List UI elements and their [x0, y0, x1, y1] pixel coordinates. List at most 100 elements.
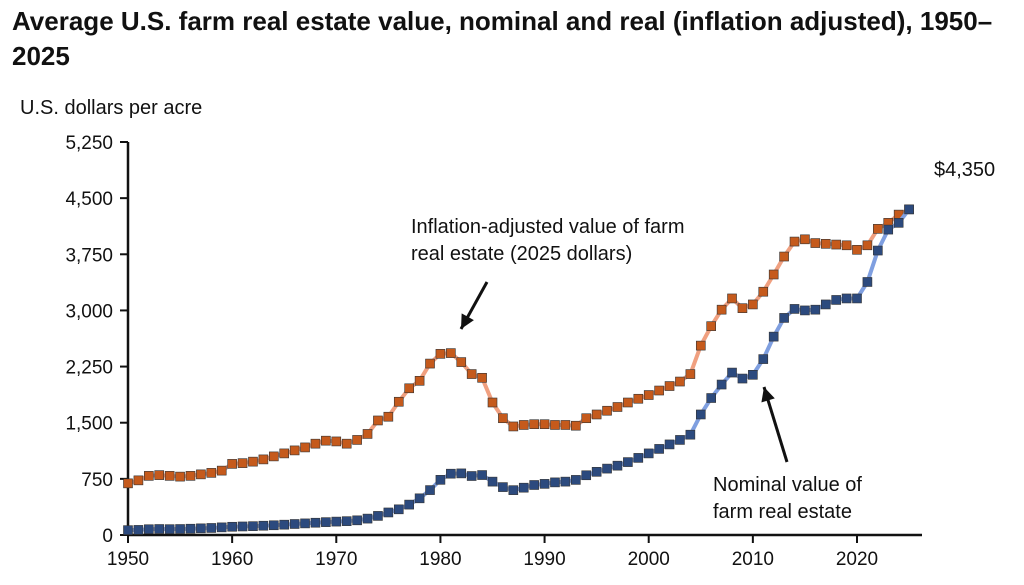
real-data-point — [852, 244, 862, 255]
real-data-point — [539, 419, 550, 430]
nominal-data-point — [123, 525, 133, 535]
nominal-data-point — [300, 518, 310, 529]
real-data-point — [789, 236, 800, 247]
nominal-data-point — [664, 439, 675, 450]
x-tick-label: 1980 — [419, 549, 461, 570]
real-data-point — [248, 456, 258, 467]
real-data-point — [841, 240, 852, 251]
x-tick-label: 1960 — [211, 549, 253, 570]
real-data-point — [706, 321, 717, 331]
real-annotation-line1: Inflation-adjusted value of farm — [411, 216, 685, 238]
real-data-point — [716, 304, 727, 315]
real-data-point — [289, 445, 300, 456]
nominal-data-point — [591, 467, 602, 477]
real-data-point — [164, 471, 175, 481]
real-data-point — [602, 405, 612, 416]
real-data-point — [414, 375, 425, 386]
nominal-data-point — [248, 521, 258, 531]
real-data-point — [258, 454, 269, 465]
nominal-data-point — [602, 463, 612, 474]
y-tick-label: 1,500 — [65, 414, 113, 435]
nominal-data-point — [768, 331, 779, 342]
end-value-label: $4,350 — [934, 159, 996, 181]
real-data-point — [768, 269, 779, 280]
nominal-data-point — [675, 435, 685, 445]
real-data-point — [456, 357, 467, 367]
real-data-point — [237, 458, 248, 468]
nominal-data-point — [685, 429, 696, 440]
real-data-point — [685, 369, 696, 379]
nominal-data-point — [279, 519, 290, 530]
nominal-data-point — [164, 524, 175, 534]
real-data-point — [383, 411, 394, 422]
real-data-point — [341, 438, 352, 449]
nominal-data-point — [216, 522, 227, 533]
real-annotation: Inflation-adjusted value of farm real es… — [411, 214, 685, 268]
nominal-data-point — [446, 468, 456, 479]
nominal-data-point — [310, 517, 321, 528]
nominal-data-point — [258, 520, 269, 531]
real-data-point — [477, 372, 487, 383]
real-data-point — [227, 459, 237, 469]
nominal-data-point — [393, 504, 404, 515]
y-tick-label: 750 — [81, 470, 113, 491]
nominal-data-point — [893, 218, 904, 228]
nominal-data-point — [904, 204, 914, 215]
y-tick-label: 4,500 — [65, 189, 113, 210]
nominal-data-point — [321, 517, 331, 527]
nominal-data-point — [831, 295, 841, 305]
nominal-data-point — [352, 515, 362, 526]
real-data-point — [664, 381, 675, 391]
nominal-data-point — [498, 482, 508, 492]
nominal-series-line — [127, 208, 911, 533]
nominal-data-point — [518, 482, 529, 493]
real-data-point — [508, 421, 519, 432]
nominal-data-point — [560, 476, 571, 487]
real-data-point — [279, 448, 290, 459]
nominal-data-point — [800, 305, 810, 316]
nominal-data-point — [237, 521, 248, 532]
nominal-data-point — [852, 293, 862, 304]
real-data-point — [831, 239, 841, 250]
y-tick-label: 5,250 — [65, 133, 113, 154]
real-data-point — [560, 420, 571, 430]
real-data-point — [873, 224, 883, 234]
nominal-data-point — [175, 524, 185, 534]
nominal-data-point — [268, 520, 279, 531]
nominal-data-point — [289, 519, 300, 529]
real-data-point — [612, 402, 623, 412]
x-tick-label: 1970 — [315, 549, 357, 570]
y-tick-label: 0 — [102, 526, 113, 547]
real-data-point — [695, 340, 706, 351]
nominal-data-point — [841, 293, 852, 304]
x-tick-label: 2000 — [628, 549, 670, 570]
x-tick-label: 2020 — [836, 549, 878, 570]
nominal-data-point — [727, 367, 737, 378]
nominal-data-point — [144, 524, 154, 535]
real-data-point — [581, 413, 592, 424]
real-data-point — [550, 420, 560, 430]
real-data-point — [123, 478, 133, 489]
nominal-data-point — [820, 299, 831, 310]
real-data-point — [425, 358, 435, 369]
nominal-annotation-line1: Nominal value of — [713, 474, 862, 496]
real-data-point — [862, 240, 873, 251]
real-data-point — [362, 429, 373, 439]
nominal-data-point — [154, 524, 165, 534]
nominal-data-point — [623, 457, 633, 467]
nominal-data-point — [383, 507, 394, 518]
nominal-data-point — [185, 523, 196, 534]
real-data-point — [300, 442, 310, 453]
real-data-point — [373, 415, 383, 426]
real-data-point — [675, 376, 685, 387]
nominal-data-point — [758, 354, 769, 364]
nominal-data-point — [550, 477, 560, 488]
nominal-data-point — [633, 453, 644, 463]
nominal-data-point — [695, 409, 706, 420]
nominal-data-point — [737, 373, 748, 384]
real-data-point — [154, 470, 165, 480]
nominal-annotation: Nominal value of farm real estate — [713, 472, 862, 526]
nominal-data-point — [789, 304, 800, 314]
nominal-data-point — [414, 493, 425, 504]
real-data-point — [518, 420, 529, 430]
